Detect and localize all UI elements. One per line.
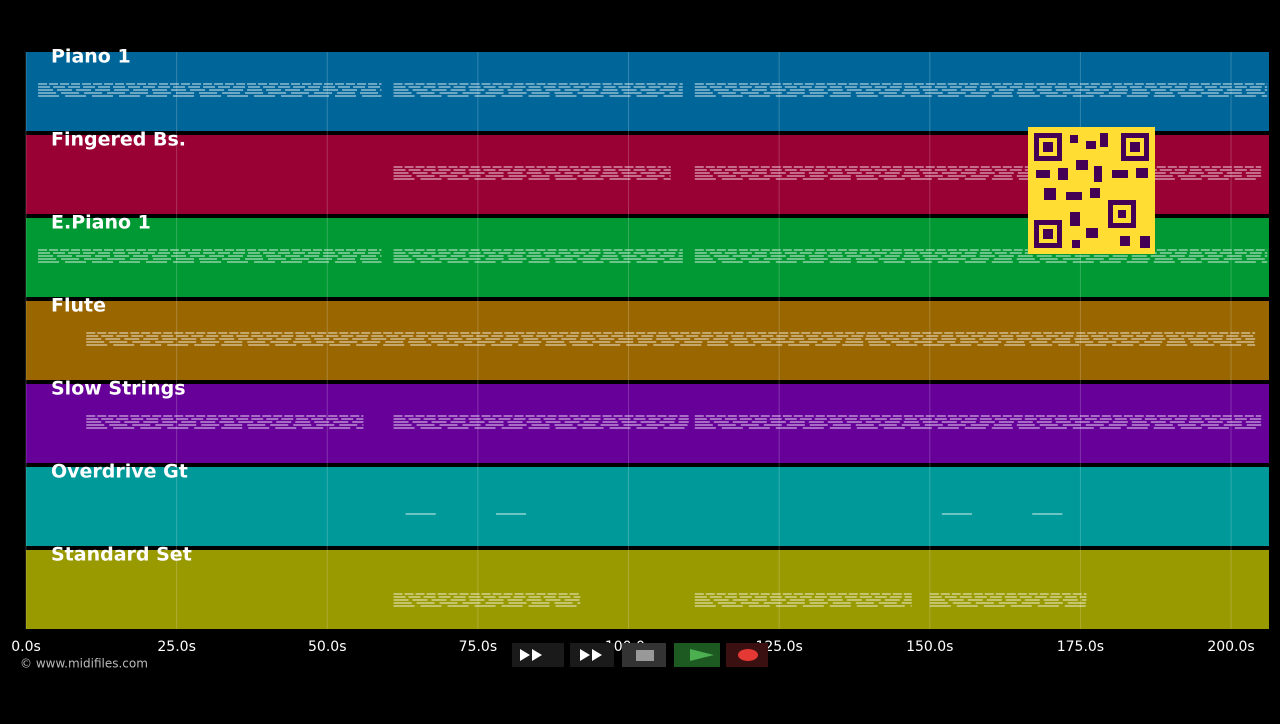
credit: © www.midifiles.com (20, 657, 148, 671)
play-icon (690, 649, 714, 661)
note-cluster (86, 332, 1256, 346)
note-cluster (694, 166, 1262, 180)
x-tick-label: 150.0s (906, 639, 953, 655)
track-lane (26, 550, 1269, 629)
note-cluster (38, 83, 382, 97)
note-cluster (38, 249, 382, 263)
track-name: Flute (51, 295, 106, 317)
x-tick-label: 25.0s (157, 639, 195, 655)
note-cluster (694, 249, 1268, 263)
track-name: Fingered Bs. (51, 129, 186, 151)
x-tick-label: 200.0s (1207, 639, 1254, 655)
qr-code (1028, 127, 1155, 254)
tracks: Piano 1 Fingered Bs. E.Piano 1 Flute Slow St… (26, 46, 1269, 629)
track-lane (26, 467, 1269, 546)
time-axis: 0.0s25.0s50.0s75.0s100.0s125.0s150.0s175… (11, 52, 1255, 655)
rewind-icon (520, 649, 542, 661)
note-cluster (393, 83, 683, 97)
track-name: Overdrive Gt (51, 461, 188, 483)
track-lane (26, 384, 1269, 463)
note-cluster (694, 593, 912, 607)
track-lane (26, 52, 1269, 131)
x-tick-label: 50.0s (308, 639, 346, 655)
note-cluster (86, 415, 364, 429)
track-name: Standard Set (51, 544, 192, 566)
transport (512, 643, 768, 667)
track-notes (86, 332, 1256, 346)
track-notes (393, 166, 1262, 180)
note-cluster (694, 415, 1262, 429)
note-cluster (393, 166, 671, 180)
note-cluster (929, 593, 1087, 607)
track-name: Slow Strings (51, 378, 186, 400)
track-notes (86, 415, 1262, 429)
note-cluster (393, 249, 683, 263)
track-name: Piano 1 (51, 46, 131, 68)
x-tick-label: 0.0s (11, 639, 41, 655)
track-notes (38, 249, 1268, 263)
stop-icon (636, 650, 654, 661)
note-cluster (694, 83, 1268, 97)
note-cluster (393, 415, 689, 429)
track-lane (26, 301, 1269, 380)
track-name: E.Piano 1 (51, 212, 151, 234)
x-tick-label: 175.0s (1057, 639, 1104, 655)
track-notes (393, 593, 1087, 607)
x-tick-label: 75.0s (459, 639, 497, 655)
forward-icon (580, 649, 602, 661)
track-notes (38, 83, 1268, 97)
note-cluster (393, 593, 581, 607)
record-icon (738, 649, 758, 661)
